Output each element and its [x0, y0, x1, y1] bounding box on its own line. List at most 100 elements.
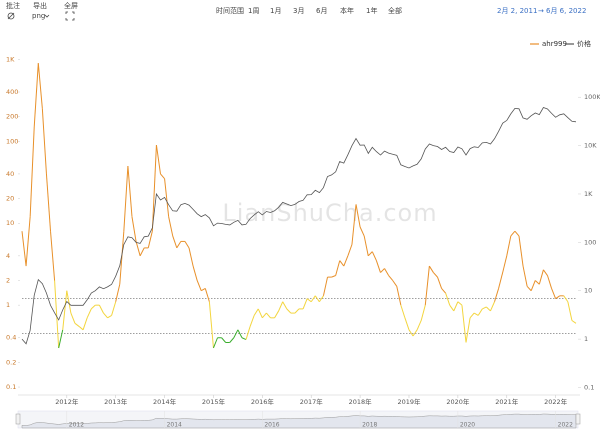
ahr999-segment [212, 337, 218, 349]
x-tick-label: 2017年 [300, 397, 324, 406]
ahr999-segment [506, 235, 512, 256]
ahr999-segment [412, 329, 418, 337]
fullscreen-label[interactable]: 全屏 [64, 1, 78, 10]
annotate-label[interactable]: 批注 [6, 1, 20, 10]
y-tick-label: 0.2 [6, 358, 16, 366]
ahr999-segment [282, 301, 288, 310]
ahr999-segment [261, 312, 267, 319]
ahr999-segment [127, 165, 133, 217]
annotate-icon[interactable] [7, 12, 15, 20]
ahr999-segment [111, 301, 117, 316]
ahr999-segment [123, 165, 129, 232]
range-button[interactable]: 本年 [340, 6, 354, 15]
ahr999-segment [441, 288, 447, 294]
ahr999-segment [530, 280, 536, 291]
ahr999-segment [98, 304, 104, 314]
range-button[interactable]: 1月 [270, 7, 281, 15]
ahr999-segment [192, 265, 198, 281]
ahr999-segment [164, 178, 170, 217]
ahr999-segment [347, 244, 353, 257]
y-tick-label: 40 [6, 170, 14, 178]
ahr999-segment [571, 320, 577, 324]
x-tick-label: 2018年 [349, 397, 373, 406]
ahr999-segment [494, 288, 500, 302]
ahr999-segment [188, 247, 194, 267]
format-chevron[interactable] [44, 14, 50, 18]
x-tick-label: 2013年 [104, 397, 128, 406]
ahr999-segment [465, 317, 471, 343]
date-arrow: → [538, 7, 544, 15]
y-tick-label: 100 [6, 137, 18, 145]
legend-label[interactable]: 价格 [577, 39, 591, 48]
ahr999-segment [534, 280, 540, 285]
ahr999-segment [310, 295, 316, 303]
ahr999-segment [388, 275, 394, 281]
navigator-tick-label: 2020 [460, 422, 475, 429]
y2-tick-label: 1K [584, 190, 593, 198]
ahr999-segment [555, 295, 560, 300]
date-to[interactable]: 6月 6, 2022 [546, 7, 586, 15]
fullscreen-icon[interactable] [65, 11, 75, 21]
ahr999-segment [433, 272, 438, 278]
ahr999-segment [477, 308, 483, 316]
ahr999-segment [420, 305, 426, 321]
ahr999-segment [384, 268, 390, 276]
y2-tick-label: 10K [584, 142, 597, 150]
ahr999-segment [139, 247, 145, 257]
ahr999-segment [172, 235, 178, 249]
navigator-tick-label: 2018 [362, 422, 377, 429]
ahr999-segment [70, 312, 76, 324]
ahr999-segment [286, 308, 292, 314]
ahr999-segment [82, 317, 88, 330]
ahr999-segment [168, 216, 174, 237]
y-tick-label: 4 [6, 252, 10, 260]
range-button[interactable]: 全部 [388, 6, 402, 15]
ahr999-segment [486, 306, 491, 312]
navigator-handle[interactable] [575, 413, 581, 425]
navigator-tick-label: 2022 [558, 422, 573, 429]
y2-tick-label: 100 [584, 238, 596, 246]
ahr999-segment [482, 306, 487, 310]
range-button[interactable]: 6月 [316, 7, 327, 15]
navigator-series [21, 413, 577, 429]
y-tick-label: 0.1 [6, 383, 16, 391]
ahr999-segment [437, 276, 443, 289]
ahr999-segment [160, 173, 165, 180]
legend-label[interactable]: ahr999 [542, 40, 567, 48]
ahr999-segment [119, 231, 125, 285]
ahr999-segment [176, 241, 182, 249]
ahr999-segment [392, 280, 398, 287]
y-tick-label: 0.4 [6, 334, 16, 342]
navigator-tick-label: 2014 [167, 422, 182, 429]
ahr999-segment [306, 298, 312, 303]
ahr999-segment [58, 329, 64, 349]
ahr999-segment [107, 314, 112, 319]
range-button[interactable]: 1年 [366, 6, 377, 15]
export-label[interactable]: 导出 [33, 1, 47, 10]
ahr999-segment [249, 315, 255, 327]
price-line [21, 107, 577, 345]
x-tick-label: 2022年 [544, 397, 568, 406]
x-tick-label: 2021年 [495, 397, 519, 406]
navigator-handle[interactable] [15, 413, 21, 425]
ahr999-segment [359, 226, 365, 237]
ahr999-segment [74, 322, 80, 327]
date-from[interactable]: 2月 2, 2011 [497, 7, 537, 15]
y-tick-label: 2 [6, 276, 10, 284]
ahr999-segment [21, 231, 27, 267]
range-button[interactable]: 1周 [248, 7, 259, 15]
watermark: LianShuCha.com [222, 199, 437, 227]
y-tick-label: 1K [6, 55, 15, 63]
ahr999-segment [45, 173, 52, 232]
ahr999-segment [237, 329, 243, 338]
ahr999-segment [498, 272, 504, 289]
ahr999-segment [408, 329, 414, 337]
y-tick-label: 400 [6, 88, 18, 96]
export-format[interactable]: png [32, 12, 45, 20]
ahr999-segment [221, 337, 227, 343]
ahr999-segment [563, 295, 569, 303]
ahr999-segment [266, 312, 271, 319]
toolbar: 批注 导出 png 全屏 时间范围 1周 1月 3月 6月 本年 1年 全部 2月 2, 2… [6, 1, 586, 21]
range-label: 时间范围 [216, 6, 244, 15]
range-button[interactable]: 3月 [293, 7, 304, 15]
